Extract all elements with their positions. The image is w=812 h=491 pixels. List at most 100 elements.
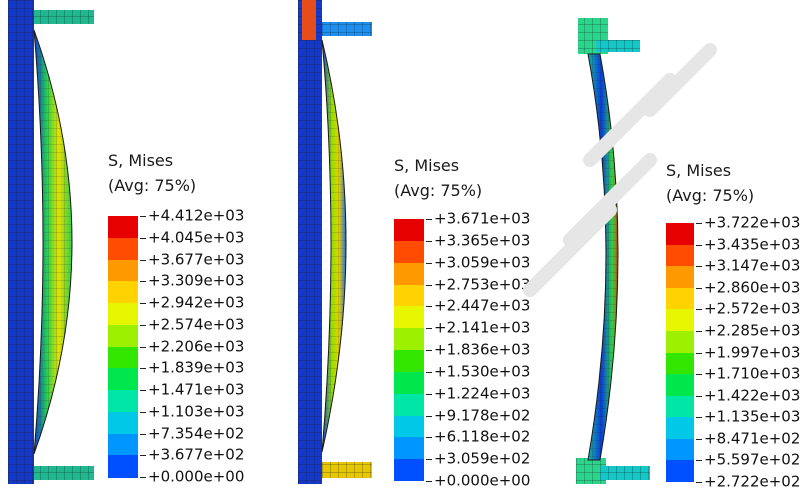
tick-label: +5.597e+02 [704,450,801,469]
tick-label: +3.435e+03 [704,235,801,254]
tick-label: +4.412e+03 [148,206,245,225]
colorbar-band [108,346,138,369]
tick-label: +3.671e+03 [434,209,531,228]
tick-mark [140,411,146,413]
tick-mark [140,368,146,370]
tick-label: +2.574e+03 [148,315,245,334]
tick-label: +1.839e+03 [148,358,245,377]
legend-title: S, Mises [108,151,174,170]
tick-mark [696,417,702,419]
tick-mark [426,306,432,308]
colorbar-band [666,330,694,353]
tick-mark [426,284,432,286]
colorbar-band [394,415,424,438]
tick-label: +3.365e+03 [434,231,531,250]
colorbar-band [108,281,138,304]
tick-mark [140,346,146,348]
tick-mark [696,482,702,483]
colorbar-2 [394,219,424,482]
tick-mark [696,287,702,289]
tick-label: +0.000e+00 [434,471,531,490]
tick-mark [426,219,432,220]
tick-mark [696,330,702,332]
tick-mark [140,477,146,478]
colorbar-band [394,240,424,264]
tick-mark [140,433,146,435]
tick-label: +1.224e+03 [434,384,531,403]
tick-mark [696,395,702,397]
tick-label: +1.422e+03 [704,386,801,405]
tick-label: +2.206e+03 [148,337,245,355]
colorbar-band [666,223,694,246]
colorbar-band [108,303,138,326]
colorbar-band [108,259,138,282]
tick-label: +2.753e+03 [434,275,531,293]
tick-mark [140,303,146,304]
legend-subtitle: (Avg: 75%) [108,176,197,195]
panel-2: S, Mises (Avg: 75%) +3.671e+03 +3.365e+03… [290,0,560,488]
legend-2: S, Mises (Avg: 75%) +3.671e+03 +3.365e+03… [394,155,560,488]
colorbar-band [108,455,138,478]
tick-mark [696,438,702,440]
tick-mark [696,352,702,354]
legend-title: S, Mises [666,161,732,180]
tick-label: +8.471e+02 [704,429,801,448]
colorbar-band [394,437,424,460]
tick-mark [426,415,432,417]
tick-mark [140,281,146,283]
colorbar-band [394,328,424,351]
tick-mark [696,266,702,268]
tick-label: +2.447e+03 [434,296,531,315]
tick-mark [140,390,146,391]
tick-mark [140,237,146,239]
tick-mark [426,328,432,330]
colorbar-band [394,393,424,416]
tick-mark [426,459,432,461]
legend-3: S, Mises (Avg: 75%) +3.722e+03 +3.435e+03… [666,160,812,489]
colorbar-band [666,438,694,461]
tick-label: +0.000e+00 [148,467,245,486]
tick-mark [426,350,432,351]
colorbar-band [394,371,424,395]
colorbar-band [108,390,138,413]
colorbar-band [666,395,694,418]
tick-mark [426,371,432,373]
colorbar-band [394,284,424,307]
colorbar-band [394,459,424,482]
tick-label: +1.135e+03 [704,407,801,426]
tick-label: +4.045e+03 [148,228,245,247]
tick-mark [140,216,146,217]
colorbar-band [666,266,694,289]
tick-mark [696,244,702,246]
tick-mark [426,262,432,264]
colorbar-band [666,374,694,397]
tick-label: +3.147e+03 [704,256,801,275]
legend-1: S, Mises (Avg: 75%) +4.412e+03 +4.045e+03… [108,150,288,484]
tick-label: +2.572e+03 [704,299,801,318]
tick-label: +1.530e+03 [434,362,531,381]
colorbar-band [108,433,138,456]
tick-mark [426,481,432,482]
colorbar-1 [108,216,138,478]
colorbar-band [108,324,138,347]
tick-mark [140,455,146,457]
colorbar-band [666,244,694,267]
colorbar-band [666,460,694,483]
colorbar-band [394,306,424,329]
colorbar-band [108,237,138,260]
tick-mark [426,240,432,242]
tick-label: +7.354e+02 [148,424,245,442]
tick-label: +1.471e+03 [148,380,245,399]
tick-mark [696,460,702,462]
tick-mark [426,393,432,395]
tick-label: +2.942e+03 [148,293,245,312]
tick-label: +3.677e+03 [148,250,245,268]
legend-title: S, Mises [394,156,460,175]
colorbar-band [666,352,694,375]
legend-subtitle: (Avg: 75%) [666,186,755,205]
tick-label: +3.309e+03 [148,271,245,290]
colorbar-band [394,262,424,285]
tick-label: +1.710e+03 [704,364,801,383]
tick-label: +3.059e+02 [434,449,531,468]
fe-model-3 [576,18,650,484]
